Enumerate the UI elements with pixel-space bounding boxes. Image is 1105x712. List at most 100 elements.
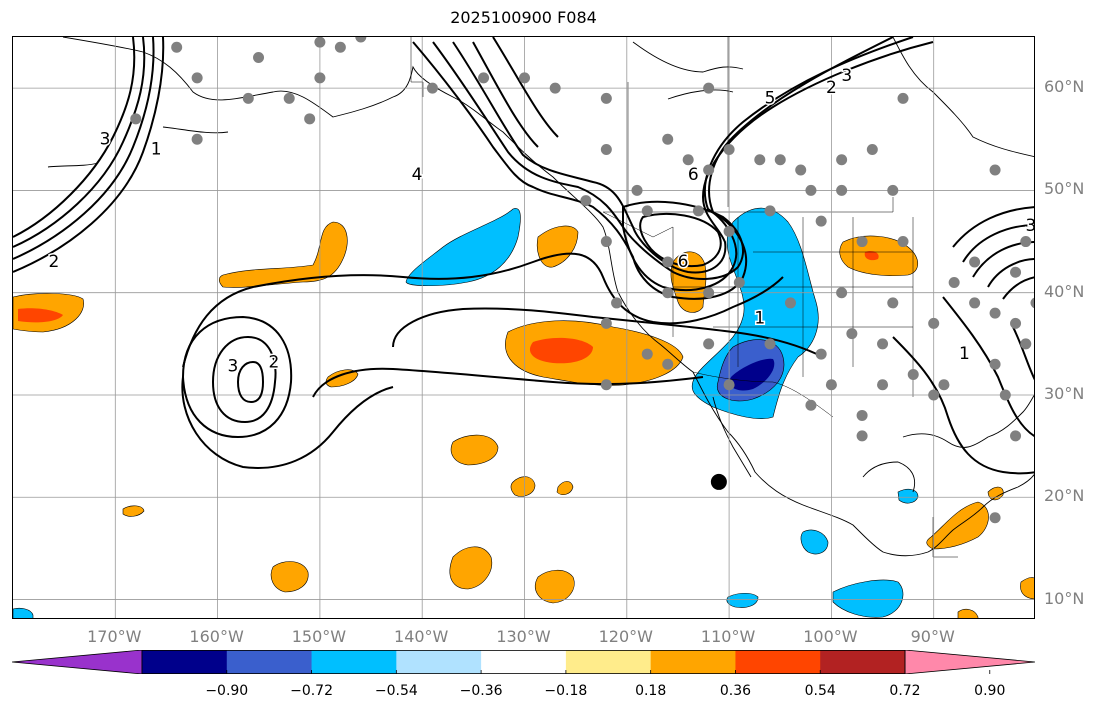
station-marker — [611, 297, 623, 309]
station-marker — [242, 92, 254, 104]
station-marker — [1020, 338, 1032, 350]
positive-anomaly-region — [18, 308, 63, 323]
negative-anomaly-region — [726, 592, 759, 608]
station-marker — [907, 369, 919, 381]
storm-center-marker — [710, 473, 727, 490]
station-marker — [764, 205, 776, 217]
station-marker — [426, 82, 438, 94]
station-marker — [887, 184, 899, 196]
station-marker — [836, 287, 848, 299]
map-title: 2025100900 F084 — [450, 8, 597, 27]
positive-anomaly-region — [987, 486, 1004, 501]
station-marker — [600, 379, 612, 391]
station-marker — [682, 154, 694, 166]
contour-label: 1 — [151, 140, 162, 160]
negative-anomaly-region — [13, 607, 34, 618]
colorbar-extend-high — [904, 650, 1035, 674]
station-marker — [703, 164, 715, 176]
latitude-label: 60°N — [1044, 77, 1085, 97]
longitude-label: 130°W — [496, 627, 551, 646]
station-marker — [641, 348, 653, 360]
station-marker — [703, 287, 715, 299]
station-marker — [283, 92, 295, 104]
station-marker — [662, 256, 674, 268]
contour-label: 3 — [841, 66, 852, 86]
station-marker — [836, 184, 848, 196]
colorbar-bin — [226, 650, 313, 674]
longitude-label: 170°W — [87, 627, 142, 646]
station-marker — [805, 399, 817, 411]
colorbar-tick-label: 0.72 — [889, 683, 921, 699]
station-marker — [774, 154, 786, 166]
positive-anomaly-region — [864, 250, 879, 261]
station-marker — [703, 338, 715, 350]
contour-label: 4 — [412, 165, 423, 185]
colorbar-tick-label: −0.72 — [290, 683, 333, 699]
positive-anomaly-region — [450, 434, 499, 466]
station-marker — [130, 113, 142, 125]
station-marker — [600, 92, 612, 104]
longitude-label: 150°W — [291, 627, 347, 646]
station-marker — [191, 72, 203, 84]
station-marker — [191, 133, 203, 145]
station-marker — [846, 328, 858, 340]
colorbar-bin — [142, 650, 228, 674]
colorbar-bin — [735, 650, 821, 674]
longitude-label: 140°W — [394, 627, 449, 646]
contour-label: 3 — [100, 129, 111, 149]
colorbar — [12, 650, 1035, 674]
station-marker — [723, 144, 735, 156]
positive-anomaly-region — [270, 561, 309, 593]
station-marker — [253, 51, 265, 63]
negative-anomaly-region — [729, 358, 775, 391]
colorbar-bin — [396, 650, 482, 674]
station-marker — [989, 164, 1001, 176]
positive-anomaly-region — [510, 476, 536, 497]
contour-label: 6 — [678, 252, 689, 272]
station-marker — [877, 338, 889, 350]
station-marker — [969, 297, 981, 309]
station-marker — [662, 133, 674, 145]
station-marker — [989, 307, 1001, 319]
colorbar-outline — [141, 650, 906, 674]
longitude-label: 100°W — [803, 627, 858, 646]
colorbar-tick-label: −0.36 — [459, 683, 503, 699]
negative-anomaly-region — [405, 208, 521, 287]
map-canvas[interactable]: 32231665234131 — [13, 37, 1035, 619]
station-marker — [692, 205, 704, 217]
station-marker — [580, 195, 592, 207]
station-marker — [478, 72, 490, 84]
station-marker — [989, 358, 1001, 370]
station-marker — [355, 37, 367, 43]
latitude-label: 20°N — [1044, 486, 1085, 506]
station-marker — [600, 144, 612, 156]
station-marker — [928, 389, 940, 401]
station-marker — [1010, 430, 1022, 442]
station-marker — [754, 154, 766, 166]
station-marker — [856, 409, 868, 421]
colorbar-tick-label: −0.54 — [374, 683, 418, 699]
station-marker — [989, 512, 1001, 524]
station-marker — [784, 297, 796, 309]
station-marker — [836, 154, 848, 166]
longitude-label: 120°W — [598, 627, 653, 646]
anomaly-shading — [13, 207, 1034, 618]
contour-label: 1 — [754, 308, 765, 328]
colorbar-tick-label: 0.18 — [635, 683, 667, 699]
station-marker — [304, 113, 316, 125]
colorbar-tick-label: 0.54 — [804, 683, 836, 699]
borders — [410, 37, 958, 558]
contour-label: 3 — [228, 356, 239, 376]
station-marker — [969, 256, 981, 268]
map-panel[interactable]: 32231665234131 — [12, 36, 1035, 619]
colorbar-bin — [565, 650, 652, 674]
station-marker — [795, 164, 807, 176]
station-marker — [897, 236, 909, 248]
colorbar-bin — [820, 650, 906, 674]
positive-anomaly-region — [926, 501, 989, 550]
station-marker — [1010, 317, 1022, 329]
station-marker — [662, 358, 674, 370]
station-marker — [866, 144, 878, 156]
station-marker — [1010, 266, 1022, 278]
colorbar-extend-low — [12, 650, 143, 674]
